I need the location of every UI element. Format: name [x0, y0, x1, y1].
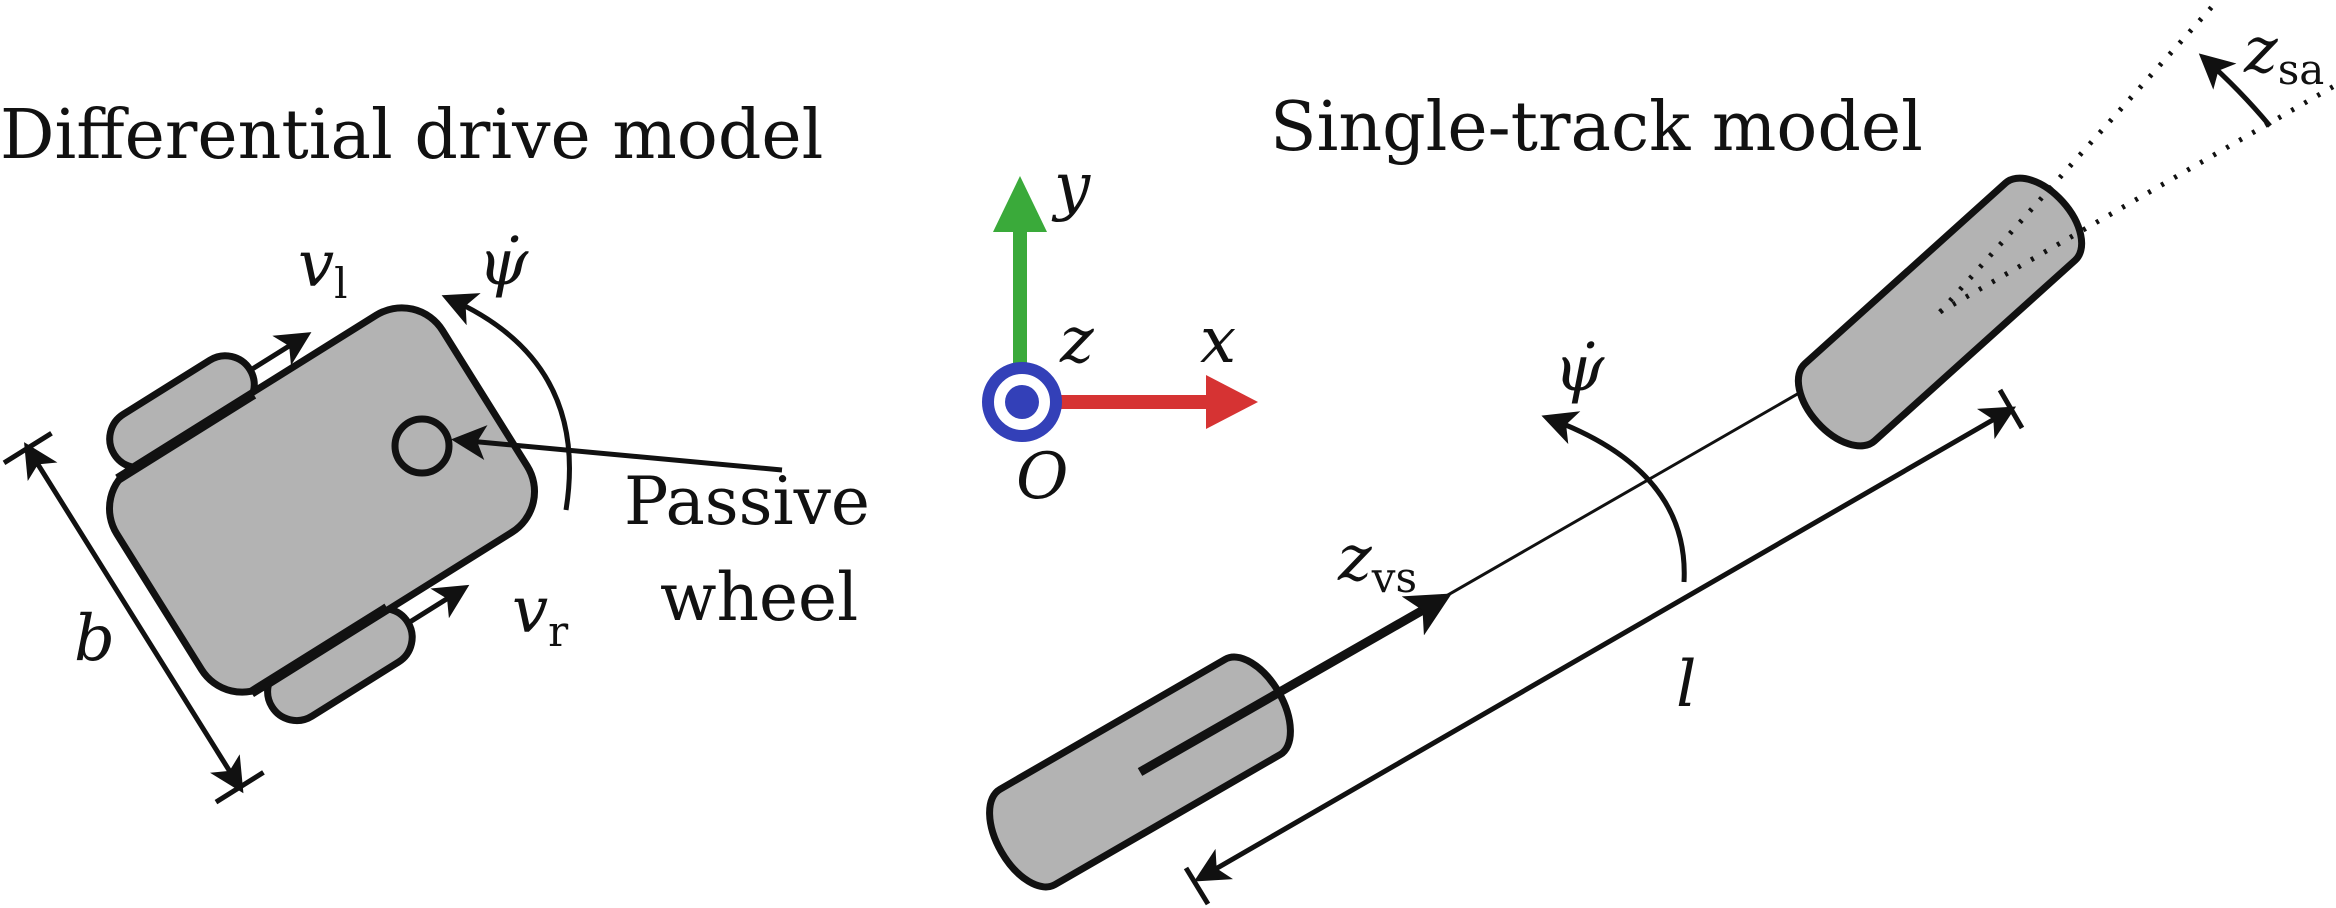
- x-axis-label: x: [1200, 304, 1236, 378]
- v-right-label: vr: [512, 574, 569, 656]
- yaw-rate-label-right: ψ̇: [1554, 332, 1605, 406]
- z-axis-label: z: [1059, 304, 1095, 378]
- wheelbase-label: l: [1676, 648, 1696, 722]
- x-axis-arrowhead: [1206, 375, 1258, 429]
- passive-wheel-label-line1: Passive: [624, 463, 870, 540]
- v-right-arrow: [406, 584, 470, 626]
- steering-angle-label: zsa: [2243, 14, 2324, 94]
- passive-wheel-pointer: [451, 425, 783, 473]
- steering-angle-arc: [2198, 53, 2272, 128]
- y-axis-arrowhead: [993, 176, 1047, 232]
- yaw-rate-label-left: ψ̇: [478, 226, 529, 300]
- z-axis-dot: [1005, 385, 1039, 419]
- v-left-label: vl: [298, 228, 348, 308]
- yaw-rate-arc-right: [1541, 411, 1687, 583]
- passive-wheel: [391, 415, 453, 477]
- right-title: Single-track model: [1270, 88, 1923, 167]
- differential-drive-robot: [2, 304, 539, 805]
- front-wheel-heading-dotted: [1938, 0, 2220, 314]
- passive-wheel-label-line2: wheel: [660, 559, 858, 636]
- origin-label: O: [1016, 440, 1068, 514]
- left-title: Differential drive model: [0, 96, 823, 175]
- velocity-label: zvs: [1337, 522, 1417, 602]
- wheelbase-dimension: [1193, 406, 2017, 882]
- chassis-extension-dotted: [1938, 82, 2336, 315]
- v-left-arrow: [249, 332, 312, 373]
- yaw-rate-arc-left: [441, 293, 572, 511]
- coordinate-frame: [982, 176, 1258, 442]
- width-dimension: [24, 442, 244, 794]
- y-axis-label: y: [1051, 150, 1091, 224]
- width-label: b: [74, 602, 115, 676]
